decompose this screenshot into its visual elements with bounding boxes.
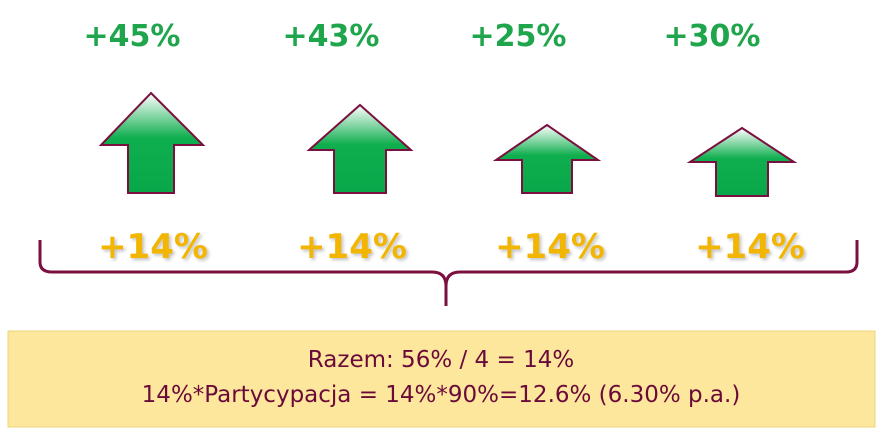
summary-line: 14%*Partycypacja = 14%*90%=12.6% (6.30% … (142, 382, 741, 408)
top-change: +45% (84, 19, 181, 54)
summary-box (7, 330, 876, 428)
top-change: +25% (470, 19, 567, 54)
summary-line: Razem: 56% / 4 = 14% (308, 347, 574, 373)
base-change: +14% (695, 227, 805, 267)
up-arrow (98, 91, 206, 194)
brace (38, 240, 859, 306)
up-arrow (686, 126, 798, 197)
base-change: +14% (495, 227, 605, 267)
up-arrow (306, 103, 414, 194)
top-change: +43% (283, 19, 380, 54)
base-change: +14% (297, 227, 407, 267)
up-arrow (492, 123, 602, 194)
base-change: +14% (98, 227, 208, 267)
top-change: +30% (664, 19, 761, 54)
